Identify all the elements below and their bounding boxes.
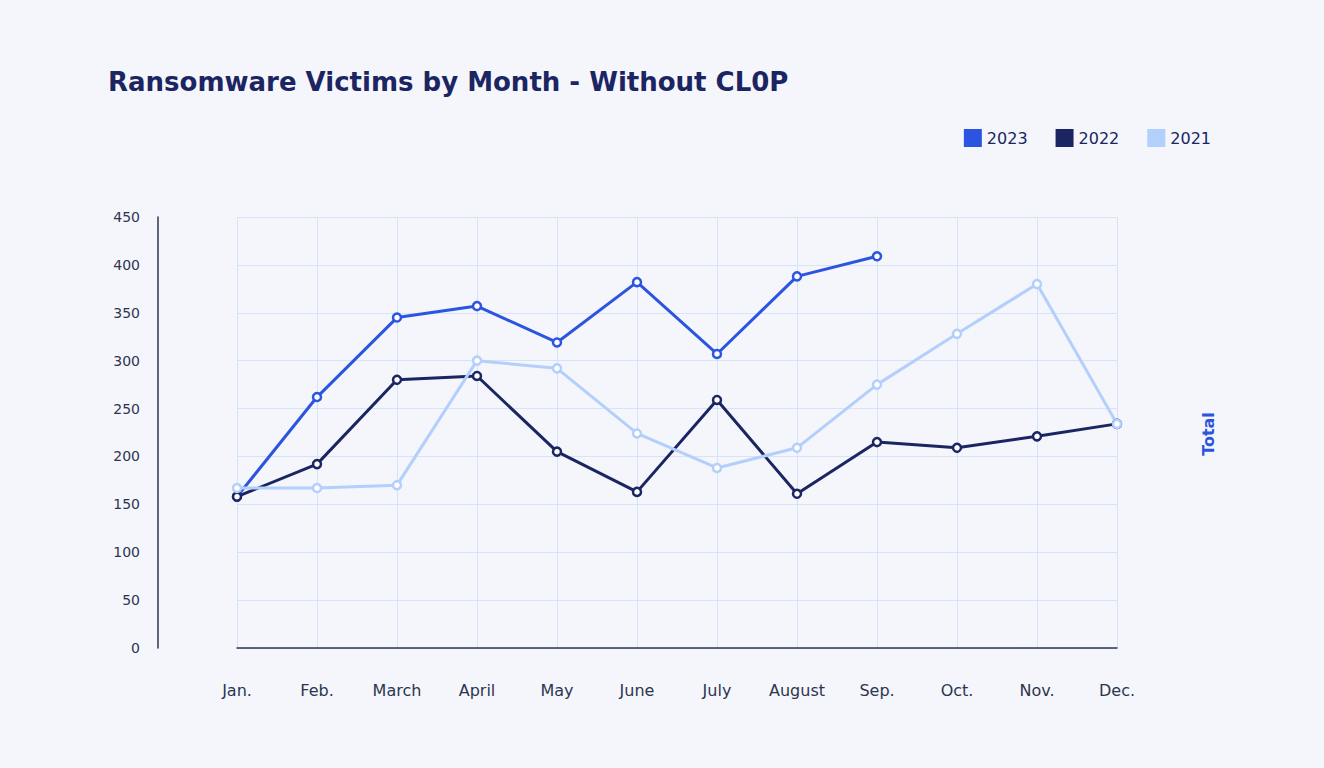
svg-text:450: 450 bbox=[113, 209, 140, 225]
svg-text:50: 50 bbox=[122, 592, 140, 608]
svg-text:250: 250 bbox=[113, 401, 140, 417]
svg-text:2021: 2021 bbox=[1170, 129, 1211, 148]
svg-text:Oct.: Oct. bbox=[941, 681, 974, 700]
svg-text:March: March bbox=[373, 681, 422, 700]
svg-text:Nov.: Nov. bbox=[1019, 681, 1054, 700]
svg-text:Total: Total bbox=[1199, 412, 1218, 456]
svg-text:May: May bbox=[540, 681, 573, 700]
svg-text:300: 300 bbox=[113, 353, 140, 369]
svg-text:April: April bbox=[459, 681, 496, 700]
svg-text:0: 0 bbox=[131, 640, 140, 656]
svg-text:2023: 2023 bbox=[987, 129, 1028, 148]
svg-text:400: 400 bbox=[113, 257, 140, 273]
svg-text:Feb.: Feb. bbox=[300, 681, 333, 700]
svg-text:150: 150 bbox=[113, 496, 140, 512]
svg-text:Jan.: Jan. bbox=[221, 681, 252, 700]
svg-text:Dec.: Dec. bbox=[1099, 681, 1135, 700]
svg-text:Sep.: Sep. bbox=[859, 681, 894, 700]
svg-text:350: 350 bbox=[113, 305, 140, 321]
svg-text:100: 100 bbox=[113, 544, 140, 560]
svg-text:August: August bbox=[769, 681, 825, 700]
svg-text:200: 200 bbox=[113, 448, 140, 464]
svg-text:Ransomware Victims by Month -: Ransomware Victims by Month - Without CL… bbox=[108, 67, 788, 97]
svg-text:2022: 2022 bbox=[1079, 129, 1120, 148]
svg-text:June: June bbox=[619, 681, 655, 700]
svg-text:July: July bbox=[702, 681, 732, 700]
